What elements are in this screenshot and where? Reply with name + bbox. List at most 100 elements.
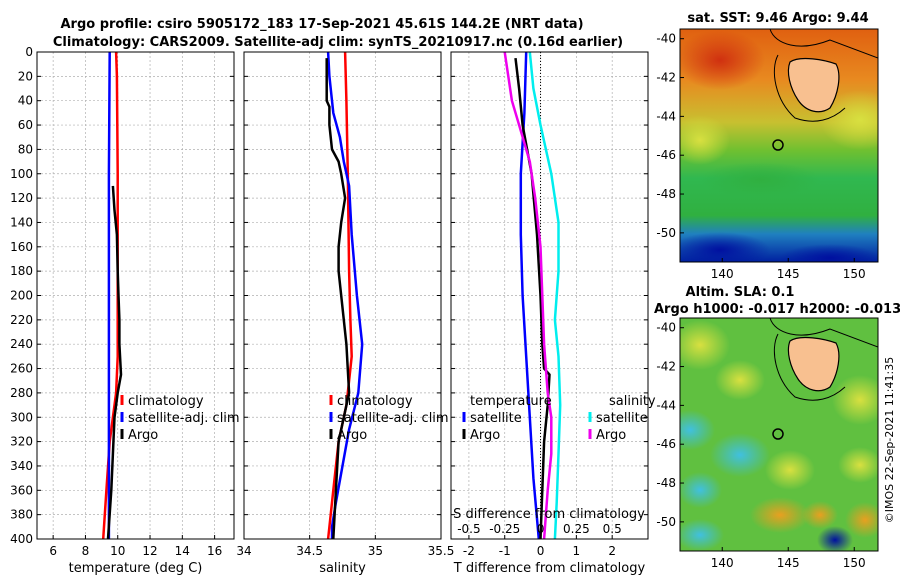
salinity-xtick-label: 35 [368,544,383,558]
temperature-xlabel: temperature (deg C) [69,561,203,576]
salinity-difference-tick-label: -0.5 [457,522,480,536]
difference-xtick-label: 2 [608,544,616,558]
salinity-series-argo [325,58,351,540]
temperature-xtick-label: 16 [207,544,222,558]
imos-watermark: ©IMOS 22-Sep-2021 11:41:35 [883,357,896,523]
sst-map-frame [679,28,879,263]
temperature-legend-label: Argo [128,428,158,443]
temperature-panel: 0 20 40 60 80 100 120 140 160 180 200 220 240 260 280 3… [10,45,240,576]
temperature-xtick-label: 14 [175,544,190,558]
depth-tick-label: 320 [10,435,33,449]
sst-shelf-contour [773,54,846,122]
salinity-difference-axis-title: S difference from climatology [453,507,645,522]
sst_map-ytick-label: -46 [656,148,676,162]
sst_map-xtick-label: 150 [843,267,866,281]
temperature-xtick-label: 8 [82,544,90,558]
depth-tick-label: 40 [18,94,33,108]
sst_map-ytick-label: -42 [656,71,676,85]
sla_map-xtick-label: 140 [711,556,734,570]
salinity-difference-tick-label: -0.25 [489,522,520,536]
depth-tick-label: 380 [10,508,33,522]
salinity-difference-tick-label: 0.25 [563,522,590,536]
difference-xlabel: T difference from climatology [453,561,646,576]
sla_map-ytick-label: -40 [656,321,676,335]
depth-tick-label: 80 [18,142,33,156]
legend-temperature-label: Argo [470,428,500,443]
temperature-series-satellite-adj-clim [107,51,111,539]
temperature-series-argo [106,185,123,540]
sst_map-xtick-label: 140 [711,267,734,281]
figure-title-line1: Argo profile: csiro 5905172_183 17-Sep-2… [60,17,583,32]
depth-tick-label: 400 [10,532,33,546]
difference-xtick-label: 1 [573,544,581,558]
sla-map-frame [679,317,879,552]
difference-xtick-label: -1 [499,544,511,558]
difference-xtick-label: -2 [463,544,475,558]
sst_map-xtick-label: 145 [777,267,800,281]
sla-map-axes: 140 145 150 -40 -42 -44 -46 -48 -50 [656,321,865,570]
depth-tick-label: 20 [18,69,33,83]
salinity-difference-tick-label: 0.5 [603,522,622,536]
sla_map-ytick-label: -50 [656,515,676,529]
depth-tick-label: 240 [10,337,33,351]
depth-tick-label: 200 [10,289,33,303]
sst-map-title: sat. SST: 9.46 Argo: 9.44 [687,11,868,26]
sla-shelf-contour [773,333,846,401]
salinity-legend-label: climatology [337,394,413,409]
depth-tick-label: 140 [10,215,33,229]
temperature-xtick-label: 10 [110,544,125,558]
sst-map: sat. SST: 9.46 Argo: 9.44 140 145 150 -40 -4… [656,11,879,281]
depth-tick-label: 360 [10,483,33,497]
depth-tick-label: 340 [10,459,33,473]
sla-map-title: Altim. SLA: 0.1 [686,285,795,300]
difference-panel: -2 -1 0 1 2 T difference from climatology temp… [450,51,656,576]
salinity-xtick-label: 35.5 [428,544,455,558]
temperature-legend-label: satellite-adj. clim [128,411,240,426]
difference-series-temperature-argo [514,57,551,540]
legend-salinity-title: salinity [609,394,656,409]
sla-tasmania [787,336,840,392]
sst_map-ytick-label: -50 [656,226,676,240]
temperature-legend-label: climatology [128,394,204,409]
sst_map-ytick-label: -48 [656,187,676,201]
depth-tick-label: 160 [10,240,33,254]
depth-tick-label: 120 [10,191,33,205]
sla_map-xtick-label: 145 [777,556,800,570]
difference-series-salinity-argo [503,51,553,540]
salinity-legend-label: Argo [337,428,367,443]
sla_map-ytick-label: -46 [656,437,676,451]
sla_map-ytick-label: -44 [656,398,676,412]
depth-tick-label: 280 [10,386,33,400]
temperature-xtick-label: 6 [49,544,57,558]
salinity-xtick-label: 34 [236,544,251,558]
sst_map-ytick-label: -44 [656,109,676,123]
depth-tick-label: 260 [10,362,33,376]
temperature-xtick-label: 12 [142,544,157,558]
figure-title-line2: Climatology: CARS2009. Satellite-adj cli… [53,35,623,50]
salinity-xtick-label: 34.5 [296,544,323,558]
depth-tick-label: 220 [10,313,33,327]
sla-mainland-coast [769,318,878,348]
depth-tick-label: 0 [25,45,33,59]
salinity-series-satellite-adj-clim [326,51,364,539]
sla-map: Altim. SLA: 0.1 Argo h1000: -0.017 h2000… [654,285,900,570]
legend-temperature-title: temperature [470,394,552,409]
sst-mainland-coast [769,29,878,59]
sla_map-ytick-label: -48 [656,476,676,490]
depth-tick-label: 60 [18,118,33,132]
salinity-panel: 34 34.5 35 35.5 salinity climatology satellite… [236,51,455,576]
salinity-xlabel: salinity [319,561,366,576]
depth-tick-label: 300 [10,410,33,424]
sst-map-axes: 140 145 150 -40 -42 -44 -46 -48 -50 [656,32,865,281]
sst_map-ytick-label: -40 [656,32,676,46]
legend-salinity-label: satellite [596,411,648,426]
legend-salinity-label: Argo [596,428,626,443]
sst-profile-marker [772,139,784,151]
salinity-difference-tick-label: 0 [537,522,545,536]
sla_map-xtick-label: 150 [843,556,866,570]
salinity-legend-label: satellite-adj. clim [337,411,449,426]
sla-map-subtitle: Argo h1000: -0.017 h2000: -0.013 [654,302,900,317]
sla_map-ytick-label: -42 [656,360,676,374]
sla-profile-marker [772,428,784,440]
